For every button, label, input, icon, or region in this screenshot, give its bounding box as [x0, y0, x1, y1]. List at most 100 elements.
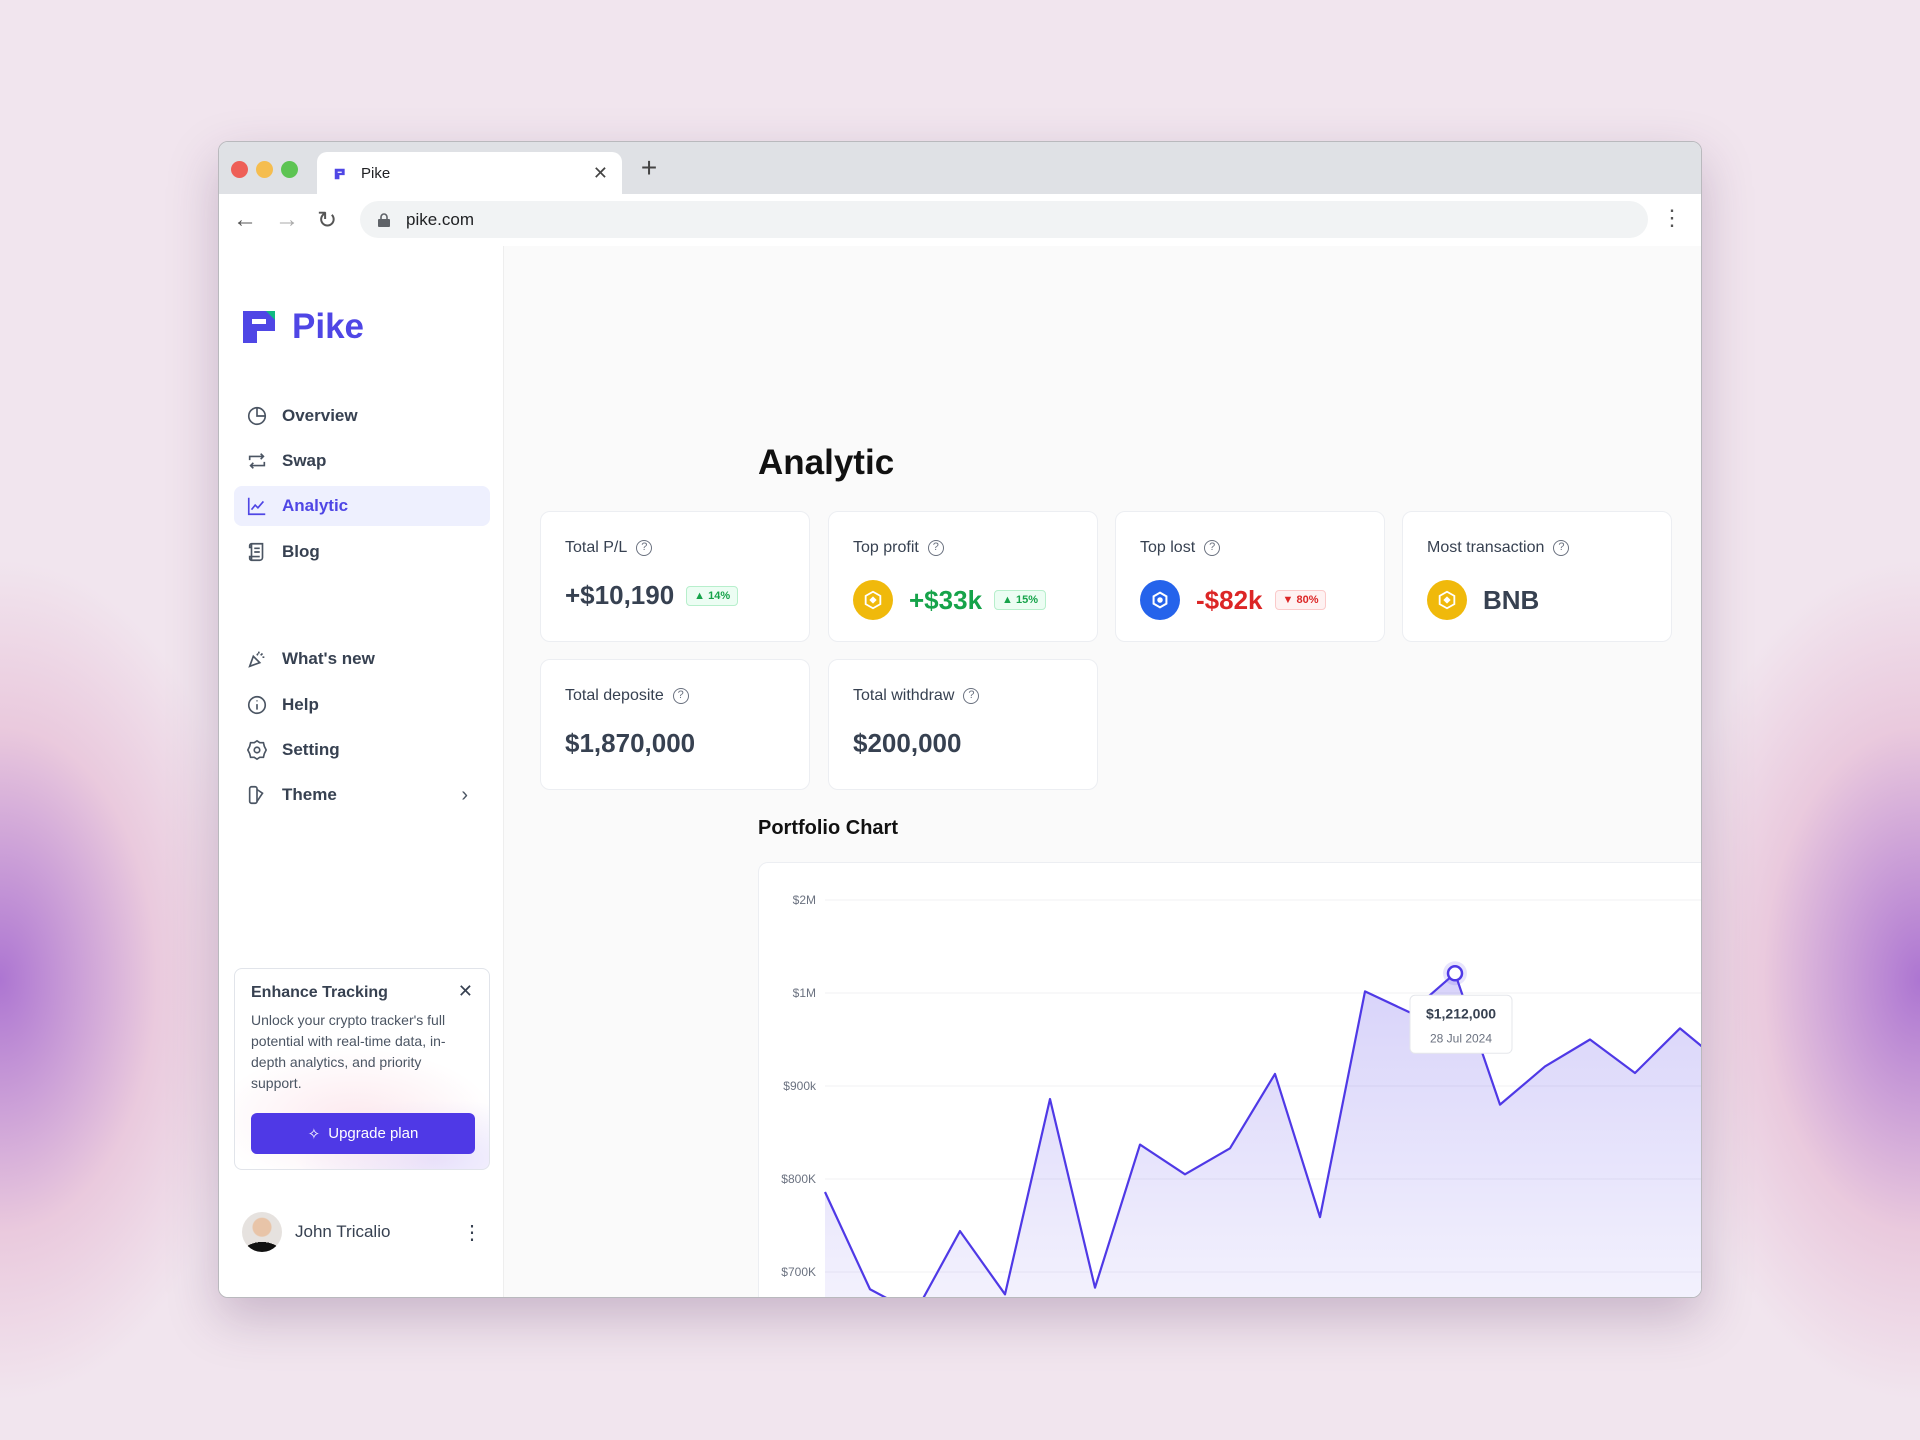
- tooltip-value: $1,212,000: [1426, 1005, 1496, 1021]
- sidebar-item-blog[interactable]: Blog: [234, 532, 490, 572]
- y-tick-label: $900k: [783, 1079, 817, 1093]
- sidebar-item-label: Theme: [282, 785, 337, 804]
- trend-badge: ▼ 80%: [1274, 590, 1327, 610]
- url-bar[interactable]: pike.com: [360, 201, 1648, 238]
- help-icon[interactable]: ?: [672, 688, 689, 704]
- stat-label: Total P/L: [565, 539, 628, 556]
- y-tick-label: $1M: [793, 986, 816, 1000]
- bnb-coin-icon: [1427, 580, 1467, 620]
- user-profile[interactable]: John Tricalio ⋮: [242, 1212, 482, 1252]
- sidebar-item-label: Analytic: [282, 496, 349, 515]
- sidebar-item-overview[interactable]: Overview: [234, 396, 490, 436]
- sidebar-item-swap[interactable]: Swap: [234, 441, 490, 481]
- info-icon: [247, 695, 267, 715]
- browser-tab[interactable]: Pike ✕: [317, 152, 622, 195]
- tooltip-date: 28 Jul 2024: [1430, 1031, 1492, 1045]
- user-name: John Tricalio: [295, 1222, 391, 1241]
- promo-body: Unlock your crypto tracker's full potent…: [251, 1012, 446, 1091]
- data-point: [1364, 990, 1367, 993]
- new-tab-button[interactable]: +: [640, 152, 658, 183]
- bnb-coin-icon: [853, 580, 893, 620]
- logo[interactable]: Pike: [242, 307, 364, 347]
- stat-value: $200,000: [853, 728, 962, 758]
- sidebar-item-help[interactable]: Help: [234, 685, 490, 725]
- tab-bar: Pike ✕ +: [219, 142, 1701, 195]
- stat-label: Top profit: [853, 539, 919, 556]
- help-icon[interactable]: ?: [927, 540, 944, 556]
- help-icon[interactable]: ?: [636, 540, 653, 556]
- brand-name: Pike: [292, 307, 364, 346]
- sparkle-icon: ✧: [307, 1125, 321, 1143]
- sidebar-item-analytic[interactable]: Analytic: [234, 486, 490, 526]
- forward-icon[interactable]: →: [275, 206, 299, 233]
- stat-label: Total deposite: [565, 687, 664, 704]
- y-tick-label: $2M: [793, 893, 816, 907]
- upgrade-plan-button[interactable]: ✧ Upgrade plan: [251, 1113, 475, 1154]
- data-point: [1184, 1173, 1187, 1176]
- data-point: [1544, 1065, 1547, 1068]
- party-popper-icon: [248, 651, 265, 668]
- line-chart-icon: [247, 497, 266, 516]
- data-point: [1274, 1072, 1277, 1075]
- swap-icon: [248, 453, 266, 469]
- gear-icon: [246, 739, 268, 761]
- stat-card-total-pl: Total P/L? +$10,190 ▲ 14%: [540, 511, 810, 642]
- promo-title: Enhance Tracking: [251, 984, 388, 1001]
- close-promo-icon[interactable]: ✕: [457, 981, 473, 1001]
- close-tab-icon[interactable]: ✕: [592, 163, 608, 183]
- close-window-button[interactable]: [231, 161, 248, 178]
- sidebar-item-whats-new[interactable]: What's new: [234, 639, 490, 679]
- chart-svg: 0$700K$800K$900k$1M$2MJanFebMarAprMayJun…: [781, 893, 1701, 1297]
- data-point: [1229, 1147, 1232, 1150]
- data-point: [1139, 1143, 1142, 1146]
- trend-badge: ▲ 15%: [994, 590, 1047, 610]
- stat-card-total-withdraw: Total withdraw? $200,000: [828, 659, 1098, 790]
- y-tick-label: $800K: [781, 1172, 816, 1186]
- data-point: [1094, 1286, 1097, 1289]
- help-icon[interactable]: ?: [1553, 540, 1570, 556]
- help-icon[interactable]: ?: [963, 688, 980, 704]
- minimize-window-button[interactable]: [256, 161, 273, 178]
- data-point: [1319, 1216, 1322, 1219]
- avatar: [242, 1212, 282, 1252]
- upgrade-label: Upgrade plan: [328, 1125, 419, 1142]
- lock-icon: [378, 212, 390, 227]
- pie-chart-icon: [247, 406, 267, 426]
- data-point: [869, 1288, 872, 1291]
- data-point: [1589, 1038, 1592, 1041]
- tooltip: [1409, 994, 1513, 1054]
- blue-token-icon: [1140, 580, 1180, 620]
- user-menu-icon[interactable]: ⋮: [462, 1221, 482, 1244]
- help-icon[interactable]: ?: [1204, 540, 1221, 556]
- sidebar-item-label: Blog: [282, 542, 320, 561]
- sidebar-item-label: Help: [282, 695, 319, 714]
- highlight-point: [1446, 965, 1464, 982]
- url-text: pike.com: [406, 209, 475, 229]
- sidebar-item-label: Overview: [282, 406, 358, 425]
- scroll-icon: [248, 542, 264, 562]
- back-icon[interactable]: ←: [233, 206, 257, 233]
- sidebar-item-theme[interactable]: Theme ›: [234, 775, 490, 815]
- browser-window: Pike ✕ + ← → ↻ pike.com ⋮ Pike Overview …: [218, 141, 1702, 1298]
- stat-value: +$10,190: [565, 580, 675, 610]
- reload-icon[interactable]: ↻: [317, 207, 338, 234]
- data-point: [959, 1230, 962, 1233]
- data-point: [1004, 1293, 1007, 1296]
- stat-card-top-lost: Top lost? -$82k ▼ 80%: [1115, 511, 1385, 642]
- section-title: Portfolio Chart: [758, 817, 898, 839]
- sidebar-item-setting[interactable]: Setting: [234, 730, 490, 770]
- y-tick-label: $700K: [781, 1265, 816, 1279]
- main-content: Analytic Total P/L? +$10,190 ▲ 14% Top pr…: [504, 246, 1701, 1297]
- sidebar: Pike Overview Swap Analytic Blog What's …: [219, 246, 504, 1297]
- sidebar-item-label: Setting: [282, 740, 340, 759]
- palette-icon: [248, 785, 264, 805]
- browser-menu-icon[interactable]: ⋮: [1661, 205, 1683, 230]
- trend-badge: ▲ 14%: [686, 585, 739, 606]
- maximize-window-button[interactable]: [281, 161, 298, 178]
- data-point: [1049, 1098, 1052, 1101]
- stat-label: Total withdraw: [853, 687, 955, 704]
- portfolio-chart[interactable]: 0$700K$800K$900k$1M$2MJanFebMarAprMayJun…: [758, 862, 1701, 1297]
- pike-logo-icon: [243, 311, 275, 343]
- sidebar-item-label: What's new: [282, 649, 375, 668]
- tab-title: Pike: [361, 165, 391, 182]
